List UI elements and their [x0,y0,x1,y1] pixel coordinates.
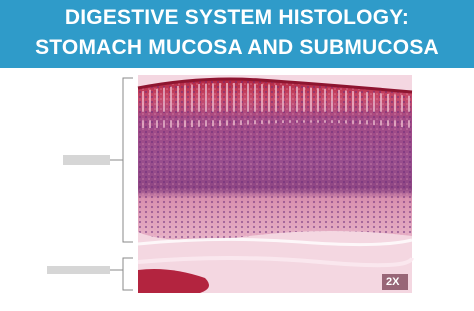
title-banner: DIGESTIVE SYSTEM HISTOLOGY: STOMACH MUCO… [0,0,474,68]
label-placeholder [63,155,110,165]
title-line: STOMACH MUCOSA AND SUBMUCOSA [35,36,439,59]
bracket [110,77,133,291]
magnification-label: 2X [386,276,400,288]
title-line: DIGESTIVE SYSTEM HISTOLOGY: [64,6,410,29]
histology-image [137,75,414,293]
label-placeholder [47,266,110,274]
